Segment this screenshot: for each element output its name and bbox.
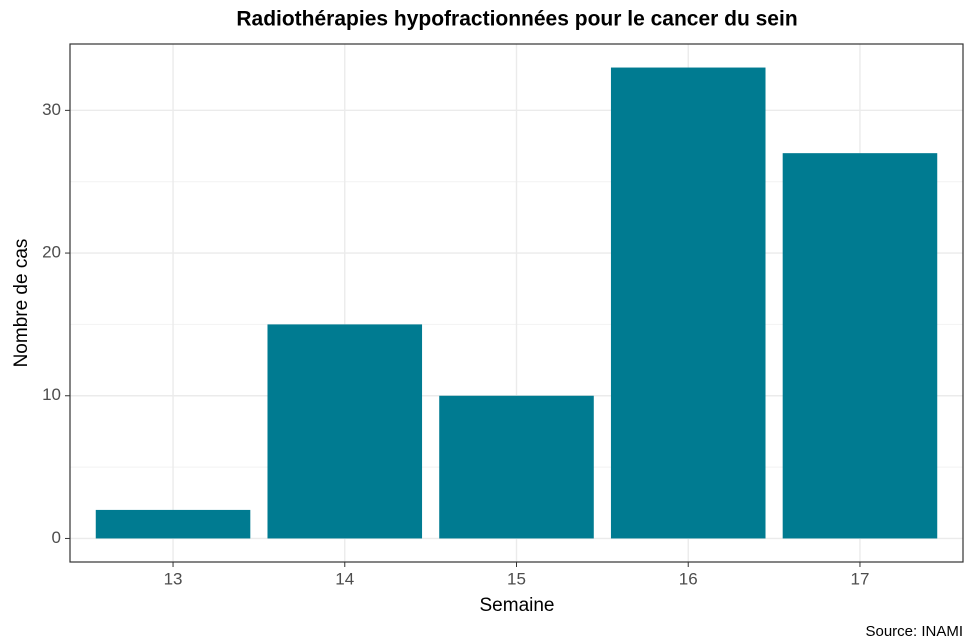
x-tick-label: 15 [507,569,526,588]
bar [439,395,594,539]
panel-border [69,43,964,563]
y-tick-label: 20 [42,243,61,262]
x-tick-label: 14 [335,569,354,588]
bar [95,509,251,539]
bar [267,324,423,539]
chart-title: Radiothérapies hypofractionnées pour le … [236,8,797,31]
x-axis-title: Semaine [480,595,555,616]
y-tick-label: 0 [52,528,61,547]
bar [610,67,766,539]
y-tick-label: 10 [42,385,61,404]
x-tick-label: 17 [851,569,870,588]
y-tick-label: 30 [42,100,61,119]
bar [782,153,938,539]
x-tick-label: 13 [164,569,183,588]
x-tick-label: 16 [679,569,698,588]
y-axis-title: Nombre de cas [11,239,32,368]
caption: Source: INAMI [865,623,963,640]
